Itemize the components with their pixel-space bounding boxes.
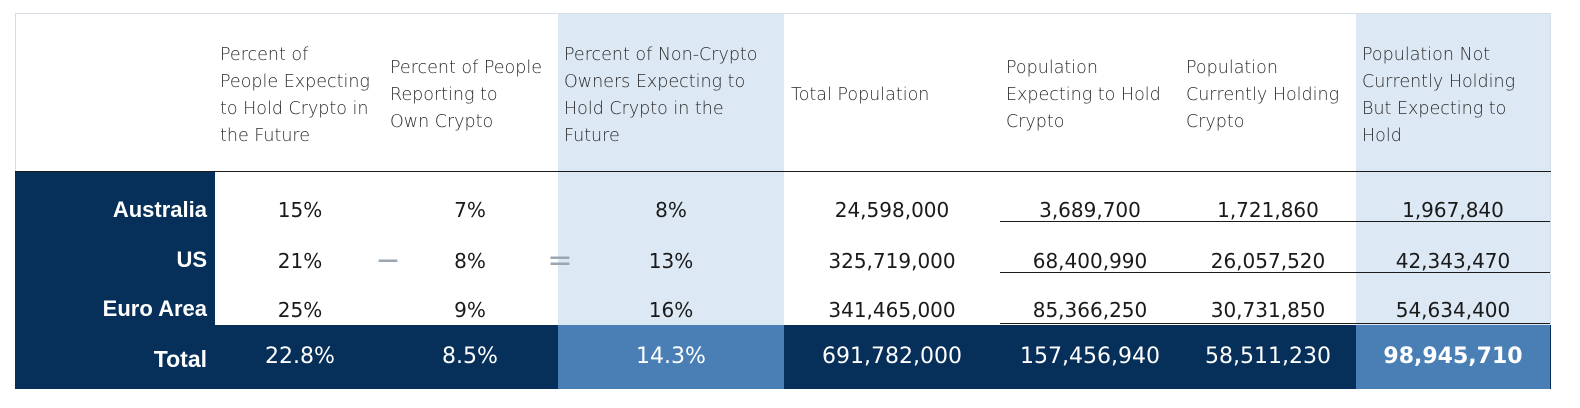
calc-line-2 <box>1000 272 1550 273</box>
total-c1: 22.8% <box>265 344 335 369</box>
header-rule <box>15 171 1551 172</box>
cell-australia-c3: 8% <box>655 198 687 222</box>
cell-us-c2: 8% <box>454 249 486 273</box>
row-label-euro-area: Euro Area <box>102 296 207 321</box>
header-c5: Population Expecting to Hold Crypto <box>1006 58 1161 132</box>
row-label-australia: Australia <box>112 197 207 222</box>
minus-operator: − <box>375 243 401 278</box>
cell-australia-c5: 3,689,700 <box>1039 198 1141 222</box>
cell-us-c1: 21% <box>277 249 323 273</box>
header-c3: Percent of Non-Crypto Owners Expecting to… <box>564 45 758 146</box>
calc-line-3 <box>1000 323 1550 324</box>
cell-euro-c5: 85,366,250 <box>1032 298 1148 322</box>
cell-us-c6: 26,057,520 <box>1210 249 1326 273</box>
total-c5: 157,456,940 <box>1020 344 1160 369</box>
row-label-column <box>15 172 215 325</box>
cell-euro-c7: 54,634,400 <box>1395 298 1511 322</box>
cell-us-c5: 68,400,990 <box>1032 249 1148 273</box>
header-c4: Total Population <box>791 85 930 105</box>
row-label-us: US <box>176 247 207 272</box>
total-c2: 8.5% <box>442 344 498 369</box>
total-label: Total <box>153 346 207 372</box>
header-c6: Population Currently Holding Crypto <box>1186 58 1340 132</box>
equals-operator: = <box>547 243 573 278</box>
total-c6: 58,511,230 <box>1205 344 1331 369</box>
cell-us-c3: 13% <box>648 249 694 273</box>
total-shaded-non-owners <box>558 325 784 389</box>
total-c3: 14.3% <box>636 344 706 369</box>
cell-euro-c2: 9% <box>454 298 486 322</box>
cell-australia-c4: 24,598,000 <box>834 198 950 222</box>
cell-us-c4: 325,719,000 <box>828 249 956 273</box>
header-c2: Percent of People Reporting to Own Crypto <box>390 58 542 132</box>
cell-euro-c6: 30,731,850 <box>1210 298 1326 322</box>
total-c7: 98,945,710 <box>1383 344 1523 369</box>
cell-australia-c7: 1,967,840 <box>1402 198 1504 222</box>
cell-euro-c1: 25% <box>277 298 323 322</box>
cell-australia-c2: 7% <box>454 198 486 222</box>
cell-euro-c4: 341,465,000 <box>828 298 956 322</box>
shaded-column-non-owners <box>558 14 784 325</box>
header-c1: Percent of People Expecting to Hold Crypto… <box>220 45 370 146</box>
cell-us-c7: 42,343,470 <box>1395 249 1511 273</box>
calc-line-1 <box>1000 221 1550 222</box>
cell-australia-c1: 15% <box>277 198 323 222</box>
cell-euro-c3: 16% <box>648 298 694 322</box>
shaded-column-not-holding <box>1356 14 1550 325</box>
total-c4: 691,782,000 <box>822 344 962 369</box>
total-shaded-not-holding <box>1356 325 1550 389</box>
header-c7: Population Not Currently Holding But Expec… <box>1362 45 1516 146</box>
cell-australia-c6: 1,721,860 <box>1217 198 1319 222</box>
